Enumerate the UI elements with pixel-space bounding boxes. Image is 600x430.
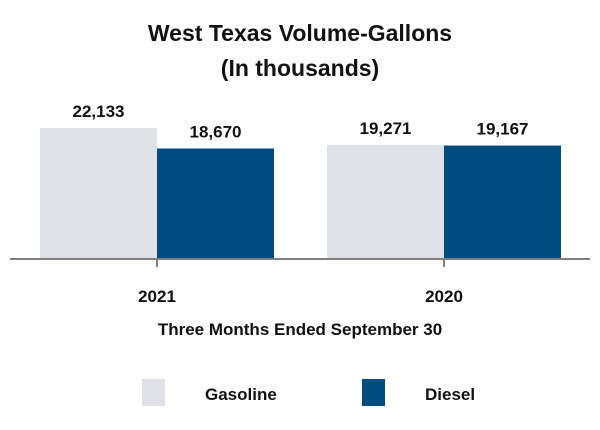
bar-diesel-2021 [157,148,274,259]
legend-label-diesel: Diesel [425,385,475,404]
legend-label-gasoline: Gasoline [205,385,277,404]
bar-gasoline-2021 [40,128,157,259]
x-axis-title: Three Months Ended September 30 [158,320,442,339]
data-label-diesel-2021: 18,670 [190,122,242,141]
data-label-diesel-2020: 19,167 [477,120,529,139]
chart-subtitle: (In thousands) [221,55,379,81]
bar-diesel-2020 [444,145,561,259]
bar-gasoline-2020 [327,144,444,259]
data-label-gasoline-2021: 22,133 [73,102,125,121]
x-tick-labels-group: 2021 2020 [138,259,463,306]
x-tick-label-2021: 2021 [138,287,176,306]
legend-swatch-diesel [362,379,385,406]
legend-swatch-gasoline [142,379,165,406]
bars-group [40,128,561,259]
data-labels-group: 22,133 18,670 19,271 19,167 [73,102,529,141]
legend: Gasoline Diesel [142,379,475,406]
data-label-gasoline-2020: 19,271 [360,119,412,138]
x-tick-label-2020: 2020 [425,287,463,306]
chart-title: West Texas Volume-Gallons [148,20,452,46]
